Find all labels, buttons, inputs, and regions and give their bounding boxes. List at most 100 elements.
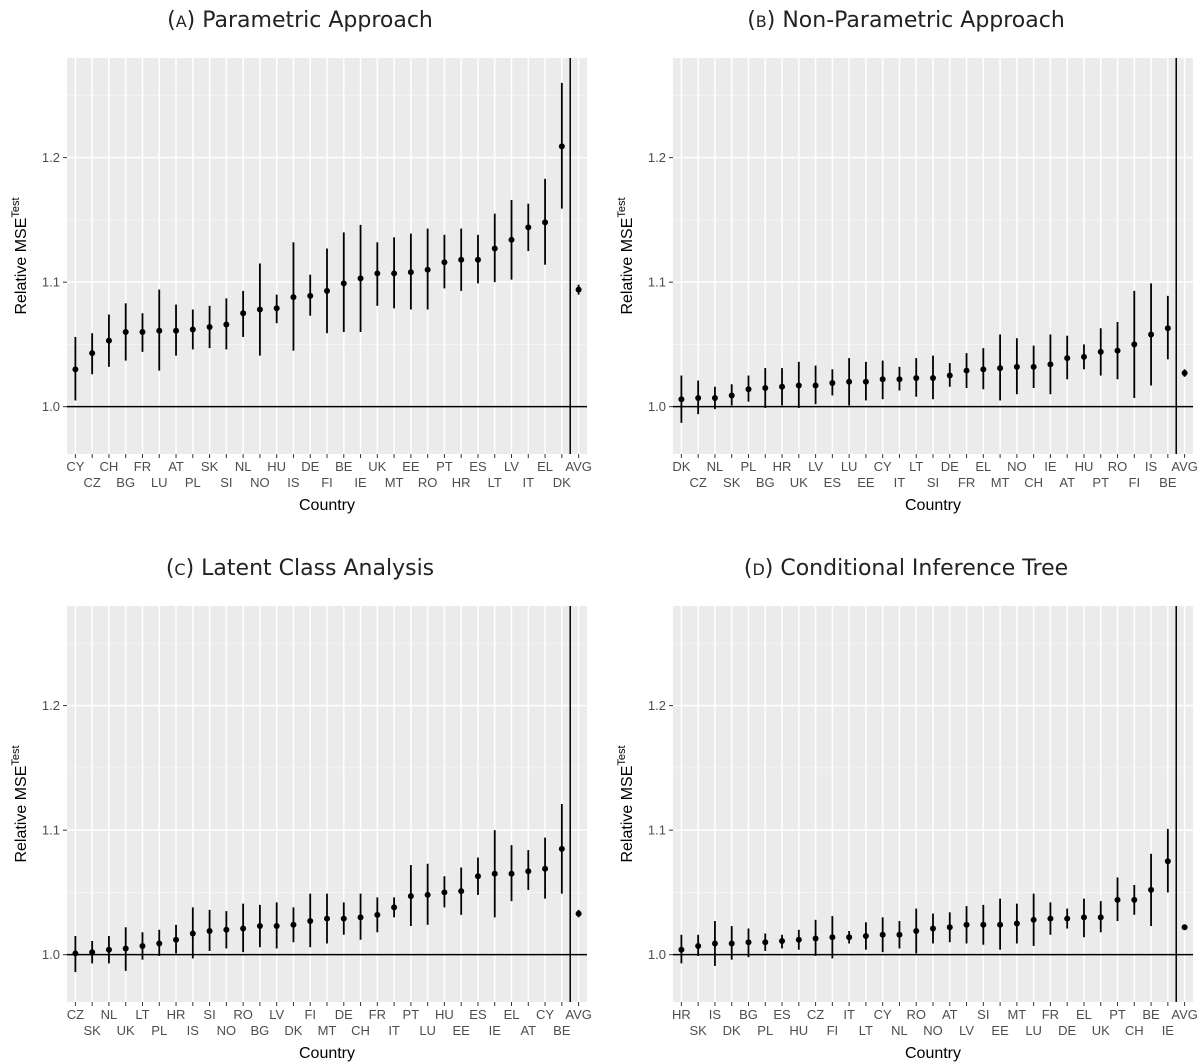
point-no: [1013, 363, 1020, 370]
x-tick-label-cy: CY: [874, 459, 892, 474]
x-tick-label-es: ES: [824, 475, 842, 490]
x-tick-label-fi: FI: [827, 1023, 839, 1038]
x-tick-label-lu: LU: [419, 1023, 436, 1038]
x-tick-label-mt: MT: [991, 475, 1010, 490]
point-mt: [997, 365, 1004, 372]
point-it: [846, 934, 853, 941]
x-tick-label-mt: MT: [385, 475, 404, 490]
x-tick-label-pl: PL: [757, 1023, 773, 1038]
x-tick-label-ee: EE: [402, 459, 420, 474]
panel-title-2: (B) Non-Parametric Approach: [747, 8, 1065, 33]
point-mt: [391, 270, 398, 277]
x-axis-title: Country: [905, 497, 961, 514]
point-fi: [324, 287, 330, 294]
point-hr: [779, 383, 786, 390]
y-axis-title-superscript: Test: [616, 745, 628, 765]
x-tick-label-sk: SK: [201, 459, 219, 474]
point-lv: [812, 382, 819, 389]
point-sk: [728, 392, 735, 399]
x-tick-label-ch: CH: [100, 459, 119, 474]
y-tick-label: 1.0: [42, 399, 60, 414]
x-tick-label-cy: CY: [66, 459, 84, 474]
point-be: [340, 280, 347, 287]
point-pl: [156, 940, 163, 947]
point-es: [474, 873, 481, 880]
point-avg: [1181, 370, 1188, 377]
point-hr: [458, 256, 465, 263]
point-ee: [407, 269, 414, 276]
point-es: [829, 380, 836, 387]
x-tick-label-cz: CZ: [689, 475, 706, 490]
point-pt: [407, 893, 414, 900]
x-tick-label-avg: AVG: [1171, 459, 1198, 474]
point-pl: [762, 939, 769, 946]
point-ch: [105, 337, 112, 344]
point-uk: [374, 270, 381, 277]
point-cz: [695, 394, 702, 401]
x-tick-label-es: ES: [773, 1007, 791, 1022]
x-tick-label-dk: DK: [284, 1023, 302, 1038]
x-tick-label-lt: LT: [488, 475, 502, 490]
x-tick-label-bg: BG: [756, 475, 775, 490]
point-de: [307, 292, 314, 299]
x-axis-title: Country: [299, 497, 355, 514]
x-tick-label-ch: CH: [1125, 1023, 1144, 1038]
point-be: [1148, 886, 1155, 893]
y-tick-label: 1.0: [42, 947, 60, 962]
point-nl: [105, 946, 112, 953]
point-de: [946, 372, 953, 379]
x-tick-label-fr: FR: [134, 459, 151, 474]
point-dk: [290, 921, 297, 928]
point-mt: [1013, 920, 1020, 927]
point-cy: [879, 376, 886, 383]
x-tick-label-uk: UK: [117, 1023, 135, 1038]
x-tick-label-bg: BG: [116, 475, 135, 490]
point-lu: [424, 891, 431, 898]
point-bg: [745, 939, 752, 946]
x-tick-label-be: BE: [335, 459, 353, 474]
x-tick-label-be: BE: [1159, 475, 1177, 490]
x-tick-label-pt: PT: [1109, 1007, 1126, 1022]
point-uk: [1097, 914, 1104, 921]
y-axis-title-main: Relative MSE: [619, 766, 636, 863]
x-tick-label-pl: PL: [151, 1023, 167, 1038]
x-tick-label-es: ES: [469, 459, 487, 474]
x-tick-label-fi: FI: [321, 475, 333, 490]
x-tick-label-si: SI: [927, 475, 939, 490]
x-tick-label-sk: SK: [689, 1023, 707, 1038]
x-tick-label-it: IT: [388, 1023, 400, 1038]
x-tick-label-hr: HR: [672, 1007, 691, 1022]
x-tick-label-de: DE: [301, 459, 319, 474]
x-tick-label-nl: NL: [891, 1023, 908, 1038]
y-tick-label: 1.0: [648, 399, 666, 414]
x-tick-label-ee: EE: [991, 1023, 1009, 1038]
x-tick-label-cz: CZ: [67, 1007, 84, 1022]
x-tick-label-uk: UK: [368, 459, 386, 474]
point-pl: [189, 326, 196, 333]
point-at: [525, 868, 532, 875]
x-tick-label-hu: HU: [267, 459, 286, 474]
point-ie: [357, 275, 364, 282]
x-tick-label-lv: LV: [808, 459, 823, 474]
point-dk: [558, 143, 565, 150]
x-tick-label-el: EL: [975, 459, 991, 474]
point-cz: [72, 950, 79, 957]
x-tick-label-it: IT: [894, 475, 906, 490]
point-es: [474, 256, 481, 263]
x-tick-label-is: IS: [187, 1023, 200, 1038]
x-tick-label-de: DE: [941, 459, 959, 474]
x-tick-label-at: AT: [168, 459, 184, 474]
point-avg: [575, 910, 582, 917]
x-tick-label-nl: NL: [101, 1007, 118, 1022]
point-lt: [139, 942, 146, 949]
x-tick-label-fr: FR: [958, 475, 975, 490]
point-no: [930, 925, 936, 932]
x-tick-label-ch: CH: [351, 1023, 370, 1038]
x-tick-label-nl: NL: [235, 459, 252, 474]
point-si: [206, 928, 213, 935]
point-avg: [1181, 924, 1188, 931]
point-nl: [896, 931, 903, 938]
x-tick-label-ro: RO: [418, 475, 438, 490]
y-axis-title-group: Relative MSETest: [10, 197, 30, 314]
